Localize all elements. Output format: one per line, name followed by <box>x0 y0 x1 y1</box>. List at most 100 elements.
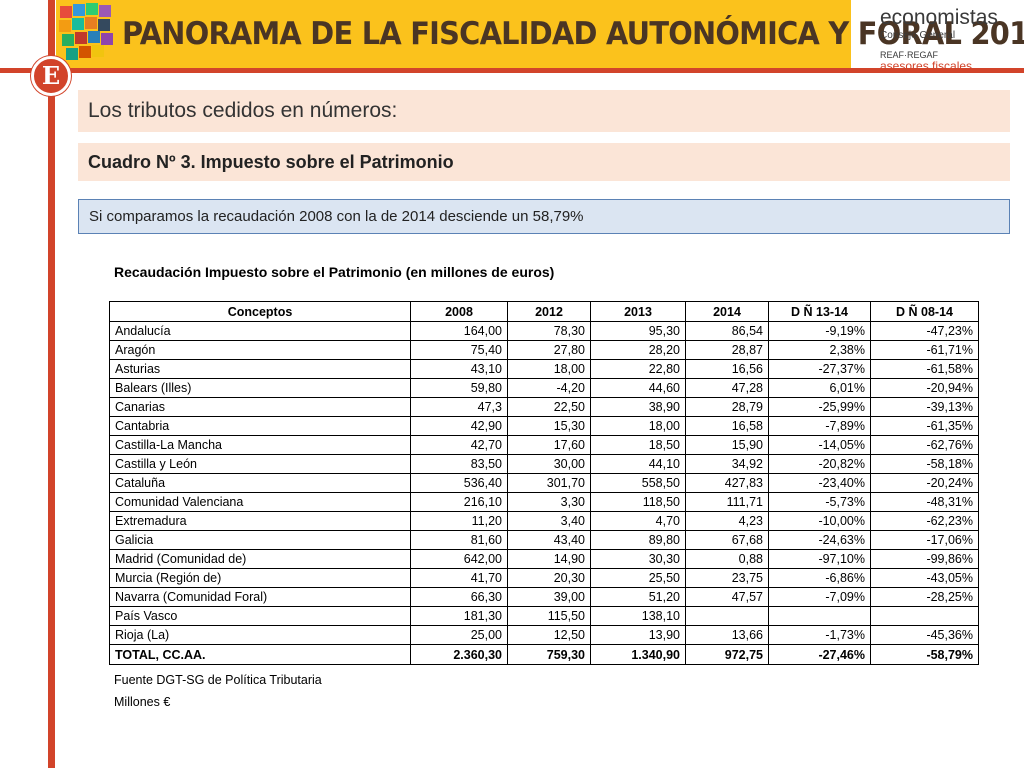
table-cell: -97,10% <box>768 549 871 569</box>
brand-subtitle: Consejo General <box>880 30 956 41</box>
table-cell: 16,56 <box>685 359 769 379</box>
table-row: Asturias 43,10 18,00 22,80 16,56 -27,37% -61,5… <box>109 359 979 379</box>
table-cell: -58,79% <box>870 644 979 665</box>
table-cell: 301,70 <box>507 473 591 493</box>
row-label: País Vasco <box>109 606 411 626</box>
table-cell: 38,90 <box>590 397 686 417</box>
table-row: Cataluña 536,40 301,70 558,50 427,83 -23,40% -… <box>109 473 979 493</box>
table-cell: -39,13% <box>870 397 979 417</box>
table-cell: -61,35% <box>870 416 979 436</box>
left-accent-bar <box>48 0 55 768</box>
table-cell: -7,09% <box>768 587 871 607</box>
table-row: País Vasco 181,30 115,50 138,10 <box>109 606 979 626</box>
table-cell: 89,80 <box>590 530 686 550</box>
table-cell: -28,25% <box>870 587 979 607</box>
table-cell: 3,30 <box>507 492 591 512</box>
table-row: Castilla-La Mancha 42,70 17,60 18,50 15,90 -1… <box>109 435 979 455</box>
table-cell: 17,60 <box>507 435 591 455</box>
table-cell: 39,00 <box>507 587 591 607</box>
table-row: Madrid (Comunidad de) 642,00 14,90 30,30 0,8… <box>109 549 979 569</box>
table-cell: 44,60 <box>590 378 686 398</box>
table-cell: 23,75 <box>685 568 769 588</box>
table-cell: 181,30 <box>410 606 508 626</box>
table-cell: 558,50 <box>590 473 686 493</box>
table-cell: 18,50 <box>590 435 686 455</box>
table-cell: -24,63% <box>768 530 871 550</box>
table-row: Castilla y León 83,50 30,00 44,10 34,92 -20,8… <box>109 454 979 474</box>
table-total-row: TOTAL, CC.AA. 2.360,30 759,30 1.340,90 972,7… <box>109 644 979 665</box>
table-row: Navarra (Comunidad Foral) 66,30 39,00 51,20… <box>109 587 979 607</box>
table-cell: 22,80 <box>590 359 686 379</box>
header-banner: PANORAMA DE LA FISCALIDAD AUTONÓMICA Y F… <box>56 0 1024 70</box>
table-cell: 4,23 <box>685 511 769 531</box>
highlight-box: Si comparamos la recaudación 2008 con la… <box>78 199 1010 234</box>
row-label: Extremadura <box>109 511 411 531</box>
table-cell: -27,37% <box>768 359 871 379</box>
table-cell: 20,30 <box>507 568 591 588</box>
revenue-table: Conceptos 2008 2012 2013 2014 D Ñ 13-14 … <box>109 301 979 665</box>
row-label: Aragón <box>109 340 411 360</box>
table-cell: 972,75 <box>685 644 769 665</box>
table-cell: 34,92 <box>685 454 769 474</box>
table-row: Comunidad Valenciana 216,10 3,30 118,50 111,… <box>109 492 979 512</box>
table-cell: 12,50 <box>507 625 591 645</box>
table-cell: -9,19% <box>768 321 871 341</box>
table-cell: 27,80 <box>507 340 591 360</box>
table-cell: 6,01% <box>768 378 871 398</box>
table-cell: 83,50 <box>410 454 508 474</box>
table-row: Galicia 81,60 43,40 89,80 67,68 -24,63% -17,06… <box>109 530 979 550</box>
table-cell: 759,30 <box>507 644 591 665</box>
source-note: Fuente DGT-SG de Política Tributaria <box>114 673 322 687</box>
table-cell: 115,50 <box>507 606 591 626</box>
row-label: Cataluña <box>109 473 411 493</box>
table-cell: 138,10 <box>590 606 686 626</box>
table-cell: 3,40 <box>507 511 591 531</box>
table-cell: 47,3 <box>410 397 508 417</box>
table-cell: -25,99% <box>768 397 871 417</box>
table-title: Recaudación Impuesto sobre el Patrimonio… <box>114 264 555 280</box>
row-label: Galicia <box>109 530 411 550</box>
row-label: Andalucía <box>109 321 411 341</box>
table-cell: 28,20 <box>590 340 686 360</box>
table-cell: 25,00 <box>410 625 508 645</box>
header-title: PANORAMA DE LA FISCALIDAD AUTONÓMICA Y F… <box>122 16 1024 52</box>
table-cell: -6,86% <box>768 568 871 588</box>
table-cell: 1.340,90 <box>590 644 686 665</box>
table-cell: -45,36% <box>870 625 979 645</box>
column-header: 2014 <box>685 301 769 322</box>
table-cell: -5,73% <box>768 492 871 512</box>
row-label: Murcia (Región de) <box>109 568 411 588</box>
table-cell: 41,70 <box>410 568 508 588</box>
table-cell: 47,28 <box>685 378 769 398</box>
table-cell <box>685 606 769 626</box>
table-cell: 59,80 <box>410 378 508 398</box>
brand-name: economistas <box>880 6 998 29</box>
brand-reaf: REAF·REGAF <box>880 50 939 60</box>
table-cell: -27,46% <box>768 644 871 665</box>
table-cell: -1,73% <box>768 625 871 645</box>
table-cell: 15,30 <box>507 416 591 436</box>
table-cell: 216,10 <box>410 492 508 512</box>
row-label: Cantabria <box>109 416 411 436</box>
table-cell: 15,90 <box>685 435 769 455</box>
table-cell: 30,30 <box>590 549 686 569</box>
economistas-e-logo-icon: E <box>31 56 71 96</box>
table-cell: 75,40 <box>410 340 508 360</box>
table-cell <box>768 606 871 626</box>
table-row: Aragón 75,40 27,80 28,20 28,87 2,38% -61,71% <box>109 340 979 360</box>
table-cell: -47,23% <box>870 321 979 341</box>
table-cell: 536,40 <box>410 473 508 493</box>
table-cell: 66,30 <box>410 587 508 607</box>
table-row: Extremadura 11,20 3,40 4,70 4,23 -10,00% -62,2… <box>109 511 979 531</box>
table-cell: -61,71% <box>870 340 979 360</box>
table-row: Balears (Illes) 59,80 -4,20 44,60 47,28 6,01%… <box>109 378 979 398</box>
table-header-row: Conceptos 2008 2012 2013 2014 D Ñ 13-14 … <box>109 301 979 322</box>
table-cell: -48,31% <box>870 492 979 512</box>
table-row: Cantabria 42,90 15,30 18,00 16,58 -7,89% -61,3… <box>109 416 979 436</box>
table-cell: 43,40 <box>507 530 591 550</box>
table-cell <box>870 606 979 626</box>
table-subtitle: Cuadro Nº 3. Impuesto sobre el Patrimoni… <box>78 143 1010 181</box>
table-cell: 30,00 <box>507 454 591 474</box>
table-cell: 2,38% <box>768 340 871 360</box>
row-label: Comunidad Valenciana <box>109 492 411 512</box>
